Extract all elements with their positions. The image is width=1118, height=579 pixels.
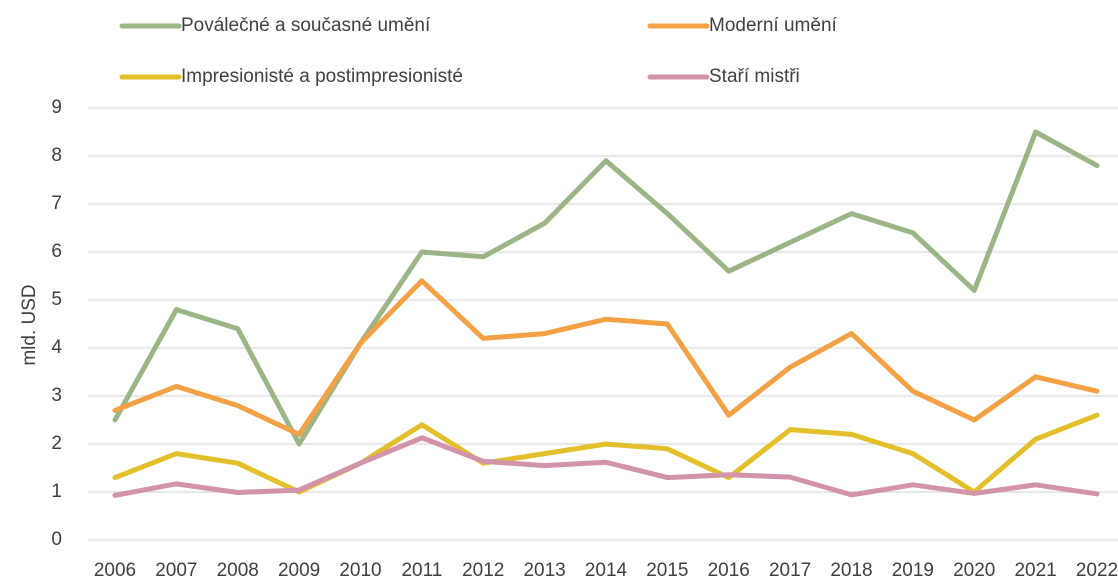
y-tick-label: 4 xyxy=(51,337,62,358)
x-tick-label: 2006 xyxy=(94,560,136,579)
x-tick-label: 2010 xyxy=(339,560,381,579)
y-tick-label: 8 xyxy=(51,145,62,166)
x-tick-label: 2018 xyxy=(830,560,872,579)
y-tick-label: 5 xyxy=(51,289,62,310)
x-tick-label: 2022 xyxy=(1076,560,1118,579)
x-tick-label: 2021 xyxy=(1014,560,1056,579)
y-axis-label: mld. USD xyxy=(19,284,40,365)
x-tick-label: 2011 xyxy=(401,560,442,579)
y-tick-label: 6 xyxy=(51,241,62,262)
data-line xyxy=(112,412,1100,495)
x-tick-label: 2020 xyxy=(953,560,995,579)
x-tick-label: 2015 xyxy=(646,560,688,579)
y-tick-label: 1 xyxy=(51,481,62,502)
x-tick-label: 2016 xyxy=(708,560,750,579)
x-tick-label: 2009 xyxy=(278,560,320,579)
y-tick-label: 9 xyxy=(51,97,62,118)
y-tick-label: 3 xyxy=(51,385,62,406)
x-tick-label: 2017 xyxy=(769,560,811,579)
data-line xyxy=(112,435,1100,498)
x-tick-label: 2014 xyxy=(585,560,628,579)
legend-label: Moderní umění xyxy=(709,15,838,36)
x-tick-label: 2012 xyxy=(462,560,504,579)
y-tick-label: 0 xyxy=(51,529,62,550)
x-tick-label: 2013 xyxy=(523,560,565,579)
legend-label: Impresionisté a postimpresionisté xyxy=(181,66,463,87)
data-line xyxy=(112,129,1100,447)
legend-label: Staří mistři xyxy=(709,66,800,87)
data-line xyxy=(112,278,1100,437)
x-tick-label: 2008 xyxy=(217,560,259,579)
y-tick-label: 2 xyxy=(51,433,62,454)
x-tick-label: 2007 xyxy=(155,560,197,579)
legend-label: Poválečné a současné umění xyxy=(181,15,431,36)
x-tick-label: 2019 xyxy=(892,560,934,579)
y-tick-label: 7 xyxy=(51,193,62,214)
